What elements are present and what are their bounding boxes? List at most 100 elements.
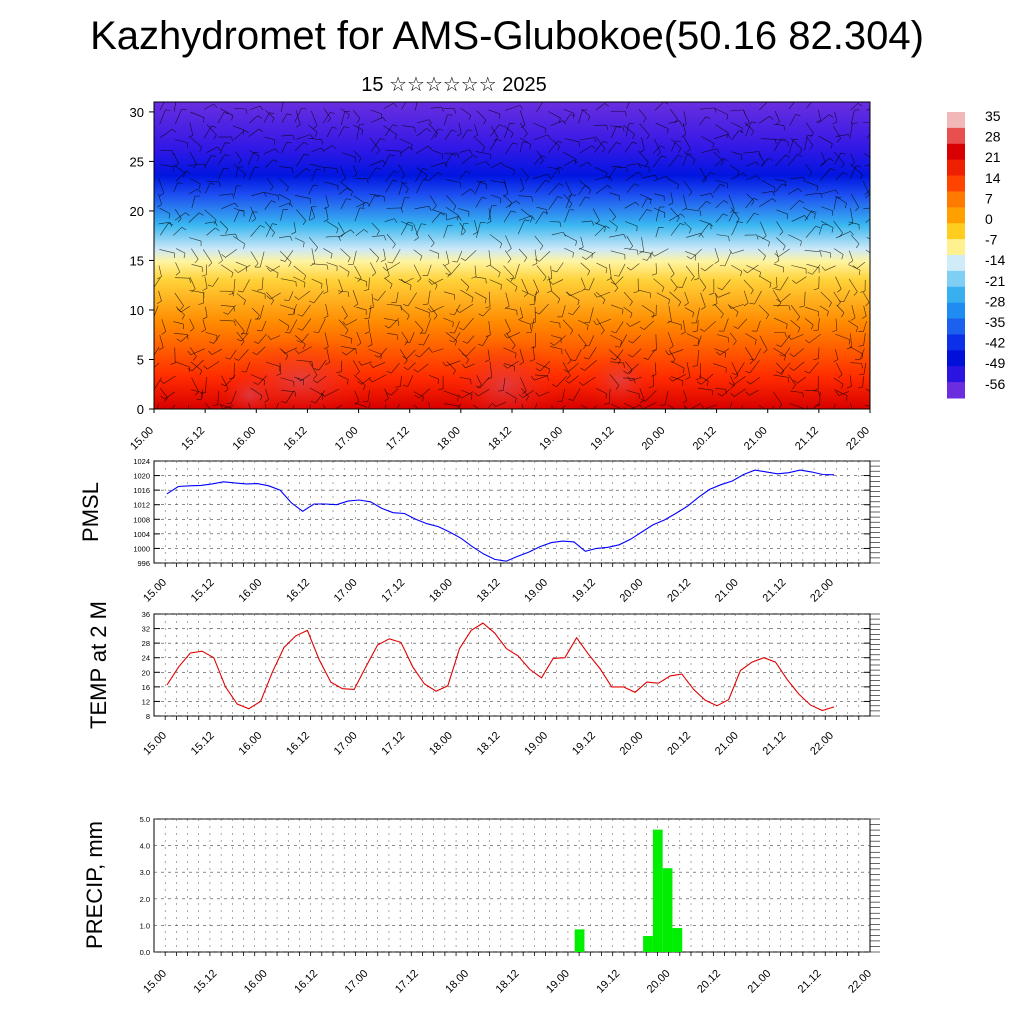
x-tick-label: 16.12 <box>284 730 312 758</box>
x-tick-label: 15.12 <box>192 968 220 996</box>
x-tick-label: 15.00 <box>128 425 156 453</box>
y-tick-label: 1016 <box>133 486 150 495</box>
x-tick-label: 16.12 <box>292 968 320 996</box>
colorbar-label: 0 <box>985 211 993 227</box>
colorbar-swatch <box>947 127 965 145</box>
colorbar-swatch <box>947 286 965 304</box>
y-axis-title: TEMP at 2 M <box>86 601 111 729</box>
x-tick-label: 17.12 <box>379 730 407 758</box>
x-tick-label: 18.12 <box>486 425 514 453</box>
x-tick-label: 20.12 <box>695 968 723 996</box>
y-tick-label: 1020 <box>133 472 150 481</box>
x-tick-label: 21.12 <box>793 425 821 453</box>
y-tick-label: 12 <box>142 697 150 706</box>
x-tick-label: 17.12 <box>384 425 412 453</box>
y-tick-label: 36 <box>142 610 150 619</box>
colorbar-swatch <box>947 270 965 288</box>
x-tick-label: 15.12 <box>189 577 217 605</box>
precip-bar <box>662 868 673 952</box>
colorbar-swatch <box>947 207 965 224</box>
x-tick-label: 19.00 <box>537 425 565 453</box>
x-tick-label: 19.12 <box>570 577 598 605</box>
y-tick-label: 5.0 <box>140 815 150 824</box>
x-tick-label: 22.00 <box>846 968 874 996</box>
x-tick-label: 18.00 <box>435 425 463 453</box>
x-tick-label: 19.00 <box>544 968 572 996</box>
x-tick-label: 19.12 <box>594 968 622 996</box>
x-tick-label: 16.00 <box>230 425 258 453</box>
colorbar-swatch <box>947 334 965 351</box>
y-tick-label: 28 <box>142 639 150 648</box>
wind-barbs <box>154 102 870 409</box>
colorbar-swatch <box>947 143 965 161</box>
x-tick-label: 21.00 <box>713 730 741 758</box>
x-tick-label: 18.00 <box>443 968 471 996</box>
y-tick-label: 1004 <box>133 530 150 539</box>
y-tick-label: 1008 <box>133 515 150 524</box>
colorbar-swatch <box>947 239 965 256</box>
colorbar-label: -7 <box>985 232 998 248</box>
x-tick-label: 19.00 <box>522 577 550 605</box>
x-tick-label: 19.12 <box>570 730 598 758</box>
x-tick-label: 21.00 <box>745 968 773 996</box>
y-tick-label: 1.0 <box>140 921 150 930</box>
colorbar-swatch <box>947 366 965 383</box>
colorbar-swatch <box>947 318 965 335</box>
temp-2m-chart: 8 12 16 20 24 28 32 36 15.00 15.12 16.00 16.12 17.00… <box>86 601 880 758</box>
chart-subtitle: 15 ☆☆☆☆☆☆ 2025 <box>361 74 547 96</box>
x-tick-label: 15.12 <box>179 425 207 453</box>
precip-bar <box>652 829 663 952</box>
x-tick-label: 20.12 <box>665 730 693 758</box>
y-axis-title: PMSL <box>78 482 103 542</box>
colorbar-swatch <box>947 382 965 399</box>
x-tick-label: 16.00 <box>236 577 264 605</box>
y-tick-label: 24 <box>142 654 150 663</box>
y-tick-label: 32 <box>142 625 150 634</box>
x-tick-label: 18.12 <box>494 968 522 996</box>
x-tick-label: 18.00 <box>427 730 455 758</box>
x-tick-label: 20.00 <box>618 577 646 605</box>
precip-bar <box>672 928 683 952</box>
colorbar-label: -14 <box>985 252 1005 268</box>
precip-bar <box>574 929 585 952</box>
x-tick-label: 20.00 <box>640 425 668 453</box>
x-tick-label: 17.00 <box>343 968 371 996</box>
y-tick-label: 1012 <box>133 501 150 510</box>
y-axis-title: PRECIP, mm <box>82 821 107 949</box>
x-tick-label: 17.00 <box>332 577 360 605</box>
colorbar-label: 35 <box>985 108 1001 124</box>
y-tick-label: 25 <box>130 154 144 169</box>
warm-core <box>220 370 280 409</box>
colorbar-label: -56 <box>985 376 1005 392</box>
x-tick-label: 19.00 <box>522 730 550 758</box>
x-tick-label: 17.00 <box>332 730 360 758</box>
colorbar-label: 21 <box>985 149 1001 165</box>
colorbar-label: -42 <box>985 335 1005 351</box>
x-tick-label: 15.00 <box>141 577 169 605</box>
colorbar-swatch <box>947 112 965 129</box>
x-tick-label: 22.00 <box>808 730 836 758</box>
vertical-cross-section: 0 5 10 15 20 25 30 15.00 15.12 16.00 16.12 17.00 17.… <box>128 101 872 453</box>
colorbar-label: -35 <box>985 314 1005 330</box>
colorbar-swatch <box>947 175 965 192</box>
x-tick-label: 21.00 <box>742 425 770 453</box>
y-tick-label: 1024 <box>133 457 150 466</box>
x-tick-label: 16.12 <box>284 577 312 605</box>
pmsl-chart: 996 1000 1004 1008 1012 1016 1020 1024 15.00 15.1… <box>78 457 880 605</box>
colorbar-swatch <box>947 255 965 272</box>
x-tick-label: 18.00 <box>427 577 455 605</box>
colorbar-label: 14 <box>985 170 1001 186</box>
x-tick-label: 20.12 <box>691 425 719 453</box>
x-tick-label: 21.12 <box>796 968 824 996</box>
colorbar-label: -21 <box>985 273 1005 289</box>
precip-chart: 0.0 1.0 2.0 3.0 4.0 5.0 15.00 15.12 16.00 16.12 17… <box>82 815 880 996</box>
colorbar-swatch <box>947 223 965 240</box>
chart-title: Kazhydromet for AMS-Glubokoe(50.16 82.30… <box>90 14 924 58</box>
x-tick-label: 17.00 <box>333 425 361 453</box>
y-tick-label: 20 <box>130 204 144 219</box>
series-line <box>166 469 835 562</box>
x-tick-label: 21.12 <box>761 730 789 758</box>
x-tick-label: 16.12 <box>282 425 310 453</box>
x-tick-label: 21.12 <box>761 577 789 605</box>
y-tick-label: 3.0 <box>140 868 150 877</box>
